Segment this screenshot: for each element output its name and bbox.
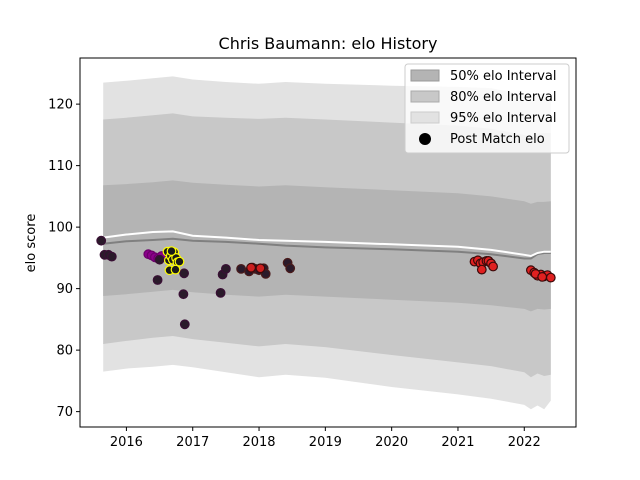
axes-frame: [79, 57, 577, 428]
data-point: [476, 264, 487, 275]
y-tick-label: 90: [56, 282, 73, 297]
x-tick-label: 2017: [176, 435, 209, 450]
data-point: [236, 264, 247, 274]
chart-title: Chris Baumann: elo History: [219, 34, 438, 53]
data-point: [154, 254, 165, 265]
band-50-interval: [103, 180, 551, 312]
legend-label-post-match: Post Match elo: [450, 132, 545, 147]
legend: 50% elo Interval 80% elo Interval 95% el…: [404, 63, 570, 154]
series-line-1: [103, 230, 551, 258]
y-tick-label: 120: [48, 98, 73, 113]
data-point: [179, 268, 190, 279]
data-point: [545, 272, 556, 283]
data-point: [246, 262, 257, 273]
legend-label-50: 50% elo Interval: [450, 69, 557, 84]
series-line-0: [103, 237, 551, 260]
plot-area: [96, 76, 556, 410]
data-point: [170, 264, 181, 275]
y-tick-label: 100: [48, 221, 73, 236]
legend-label-95: 95% elo Interval: [450, 111, 557, 126]
legend-frame: [404, 63, 570, 154]
data-point: [488, 261, 499, 272]
axes: 2016 2017 2018 2019 2020 2021 2022 70 80 90 100 110…: [48, 57, 577, 450]
y-tick-label: 70: [56, 405, 73, 420]
legend-marker-post-match: [419, 133, 431, 145]
data-point: [255, 263, 266, 274]
y-axis-label: elo score: [24, 214, 39, 273]
data-point: [174, 256, 185, 267]
x-tick-label: 2016: [110, 435, 143, 450]
data-point: [285, 263, 296, 274]
legend-label-80: 80% elo Interval: [450, 90, 557, 105]
legend-swatch-50: [410, 69, 440, 82]
data-point: [166, 246, 177, 257]
data-point: [179, 319, 190, 330]
data-point: [96, 235, 107, 246]
x-tick-label: 2021: [441, 435, 474, 450]
data-point: [152, 275, 163, 285]
data-point: [220, 264, 231, 274]
data-point: [537, 272, 548, 282]
y-tick-label: 80: [56, 344, 73, 359]
x-tick-label: 2018: [242, 435, 275, 450]
legend-swatch-80: [410, 90, 440, 103]
x-tick-label: 2022: [508, 435, 541, 450]
data-point: [106, 251, 117, 262]
legend-swatch-95: [410, 111, 440, 124]
data-point: [215, 288, 226, 298]
x-tick-label: 2020: [375, 435, 408, 450]
y-tick-label: 110: [48, 159, 73, 174]
x-tick-label: 2019: [309, 435, 342, 450]
plot-content: [96, 76, 556, 410]
data-point: [178, 289, 189, 300]
